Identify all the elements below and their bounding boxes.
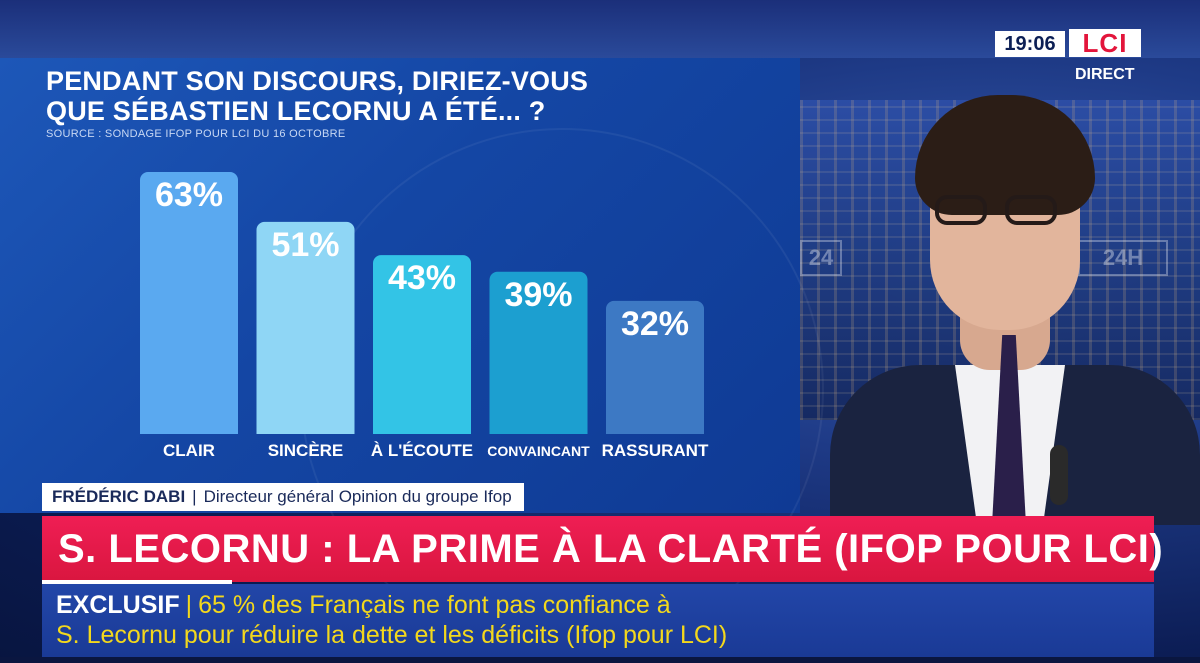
category-label-2: SINCÈRE bbox=[268, 441, 344, 460]
live-label: DIRECT bbox=[1075, 66, 1135, 83]
data-label-3: 43% bbox=[388, 259, 456, 297]
category-label-4: CONVAINCANT bbox=[487, 443, 590, 459]
bar-5 bbox=[606, 300, 704, 434]
ticker-label: EXCLUSIF bbox=[56, 591, 180, 619]
bar-base-2 bbox=[256, 426, 355, 434]
data-label-5: 32% bbox=[621, 305, 689, 343]
speaker-role: Directeur général Opinion du groupe Ifop bbox=[203, 487, 512, 506]
backdrop-logo-right: 24H bbox=[1078, 240, 1168, 276]
ticker-line-2: S. Lecornu pour réduire la dette et les … bbox=[56, 620, 727, 650]
bottom-strip bbox=[0, 657, 1200, 663]
caption-separator: | bbox=[192, 487, 197, 506]
bar-base-3 bbox=[373, 426, 471, 434]
category-label-5: RASSURANT bbox=[602, 441, 709, 460]
microphone-icon bbox=[1050, 445, 1068, 505]
lci-logo: LCI bbox=[1069, 29, 1141, 57]
bar-base-5 bbox=[606, 426, 704, 434]
category-label-3: À L'ÉCOUTE bbox=[371, 441, 473, 460]
chart-panel: PENDANT SON DISCOURS, DIRIEZ-VOUS QUE SÉ… bbox=[0, 58, 824, 652]
news-ticker: EXCLUSIF | 65 % des Français ne font pas c… bbox=[42, 584, 1154, 657]
bar-base-4 bbox=[489, 426, 588, 434]
bar-chart: 63% CLAIR 51% SINCÈRE 43% À L'ÉCOUTE 39% CONVAI… bbox=[140, 172, 709, 460]
chart-title-line1: PENDANT SON DISCOURS, DIRIEZ-VOUS bbox=[46, 66, 589, 96]
bar-4 bbox=[489, 271, 588, 434]
glasses-lens-left bbox=[935, 195, 987, 225]
headline-bar: S. LECORNU : LA PRIME À LA CLARTÉ (IFOP … bbox=[42, 516, 1163, 582]
ticker-separator: | bbox=[185, 591, 193, 619]
headline-accent bbox=[42, 580, 232, 584]
broadcast-clock: 19:06 bbox=[995, 31, 1065, 57]
ticker-line-1: EXCLUSIF | 65 % des Français ne font pas c… bbox=[56, 590, 671, 620]
bar-1 bbox=[140, 172, 238, 434]
chart-title-line2: QUE SÉBASTIEN LECORNU A ÉTÉ... ? bbox=[46, 96, 546, 126]
chart-title: PENDANT SON DISCOURS, DIRIEZ-VOUS QUE SÉ… bbox=[46, 66, 766, 126]
data-label-1: 63% bbox=[155, 176, 223, 214]
category-label-1: CLAIR bbox=[163, 441, 215, 460]
backdrop-logo-left: 24 bbox=[800, 240, 842, 276]
ticker-text-1: 65 % des Français ne font pas confiance … bbox=[198, 591, 671, 619]
speaker-caption: FRÉDÉRIC DABI | Directeur général Opinio… bbox=[42, 483, 524, 511]
data-label-2: 51% bbox=[271, 226, 339, 264]
data-label-4: 39% bbox=[504, 276, 572, 314]
bar-2 bbox=[256, 221, 355, 434]
bar-base-1 bbox=[140, 426, 238, 434]
bar-3 bbox=[373, 255, 471, 434]
chart-source: SOURCE : SONDAGE IFOP POUR LCI DU 16 OCT… bbox=[46, 128, 346, 140]
speaker-name: FRÉDÉRIC DABI bbox=[52, 487, 186, 506]
presenter-photo bbox=[820, 95, 1200, 525]
presenter-glasses bbox=[935, 195, 1065, 225]
headline-text: S. LECORNU : LA PRIME À LA CLARTÉ (IFOP … bbox=[58, 527, 1164, 571]
ticker-text-2: S. Lecornu pour réduire la dette et les … bbox=[56, 621, 728, 649]
glasses-lens-right bbox=[1005, 195, 1057, 225]
